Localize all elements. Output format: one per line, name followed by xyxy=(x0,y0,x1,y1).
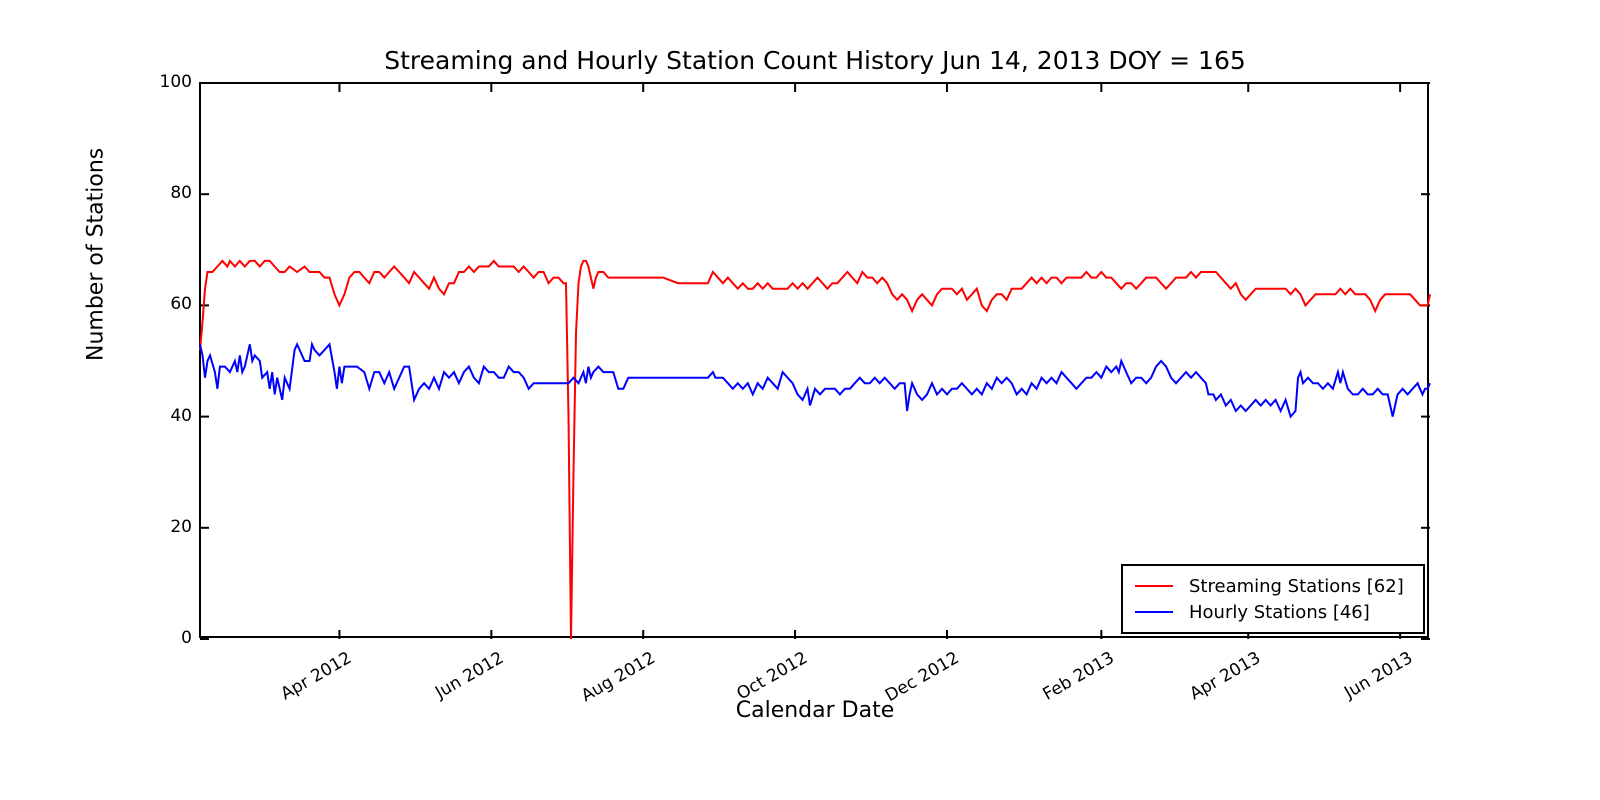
series-line-0 xyxy=(199,259,1431,640)
series-line-1 xyxy=(199,340,1431,419)
legend: Streaming Stations [62] Hourly Stations … xyxy=(1121,564,1425,634)
y-tick-label: 100 xyxy=(159,72,192,92)
hourly-line-sample-icon xyxy=(1135,611,1173,613)
plot-area xyxy=(199,82,1429,638)
legend-label-streaming: Streaming Stations [62] xyxy=(1189,575,1404,597)
y-tick-label: 60 xyxy=(170,294,192,315)
y-tick-label: 40 xyxy=(170,405,192,426)
legend-entry-hourly: Hourly Stations [46] xyxy=(1135,599,1413,625)
legend-label-hourly: Hourly Stations [46] xyxy=(1189,601,1370,623)
y-tick-label: 80 xyxy=(170,183,192,204)
y-tick-label: 0 xyxy=(181,628,192,648)
x-axis-label: Calendar Date xyxy=(735,698,895,723)
legend-entry-streaming: Streaming Stations [62] xyxy=(1135,573,1413,599)
chart-title: Streaming and Hourly Station Count Histo… xyxy=(384,46,1246,75)
y-tick-label: 20 xyxy=(170,516,192,537)
streaming-line-sample-icon xyxy=(1135,585,1173,587)
